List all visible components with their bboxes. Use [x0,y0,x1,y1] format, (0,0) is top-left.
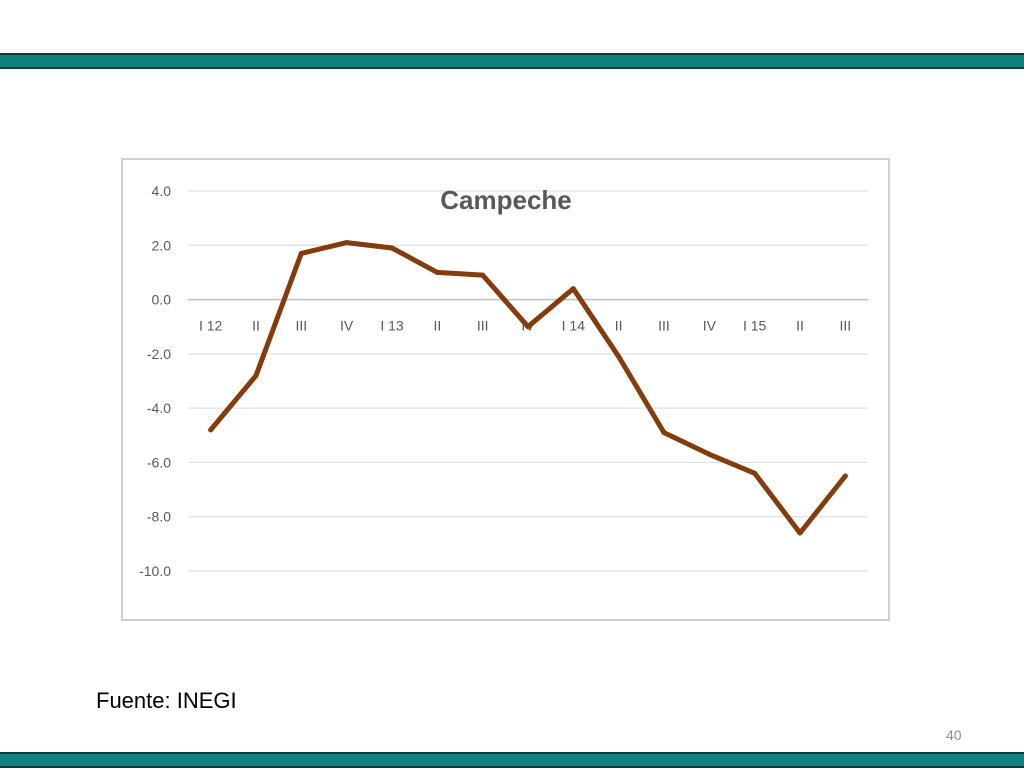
x-category-label: I 15 [743,318,767,334]
bottom-accent-band [0,752,1024,768]
data-point [389,245,395,251]
data-point [570,286,576,292]
x-category-label: I 12 [199,318,223,334]
x-category-label: IV [703,318,717,334]
gridlines [188,190,868,572]
data-point [752,470,758,476]
x-category-label: III [477,318,489,334]
x-category-label: II [252,318,260,334]
chart-container: 4.0 2.0 0.0 -2.0 -4.0 -6.0 -8.0 -10.0 I 12 II III… [121,158,890,621]
chart-title: Campeche [440,185,572,215]
data-point [344,240,350,246]
x-category-label: II [433,318,441,334]
data-point [480,272,486,278]
x-category-label: III [658,318,670,334]
data-point [434,269,440,275]
y-tick-label: 0.0 [152,292,172,308]
x-category-label: II [796,318,804,334]
y-tick-label: -8.0 [147,509,171,525]
y-tick-label: 4.0 [152,183,172,199]
data-point [842,473,848,479]
data-point [661,430,667,436]
top-accent-band [0,53,1024,69]
data-point [208,427,214,433]
x-category-label: II [615,318,623,334]
data-point [525,324,531,330]
y-axis-ticks: 4.0 2.0 0.0 -2.0 -4.0 -6.0 -8.0 -10.0 [139,183,171,579]
y-tick-label: -10.0 [139,563,171,579]
line-chart: 4.02.00.0-2.0-4.0-6.0-8.0-10.0 I 12 II III… [139,183,868,579]
x-category-label: IV [340,318,354,334]
data-points [208,240,848,536]
x-category-label: III [839,318,851,334]
y-tick-label: -4.0 [147,400,171,416]
data-point [298,250,304,256]
data-point [616,354,622,360]
y-tick-label: -2.0 [147,346,171,362]
y-tick-label: -6.0 [147,454,171,470]
y-tick-label: 2.0 [152,237,172,253]
x-category-label: I 13 [380,318,404,334]
data-point [797,530,803,536]
page-number: 40 [946,727,962,743]
x-category-label: III [295,318,307,334]
data-point [253,373,259,379]
x-category-label: I 14 [562,318,586,334]
data-point [706,451,712,457]
source-note: Fuente: INEGI [96,688,237,713]
series-line [208,240,848,536]
